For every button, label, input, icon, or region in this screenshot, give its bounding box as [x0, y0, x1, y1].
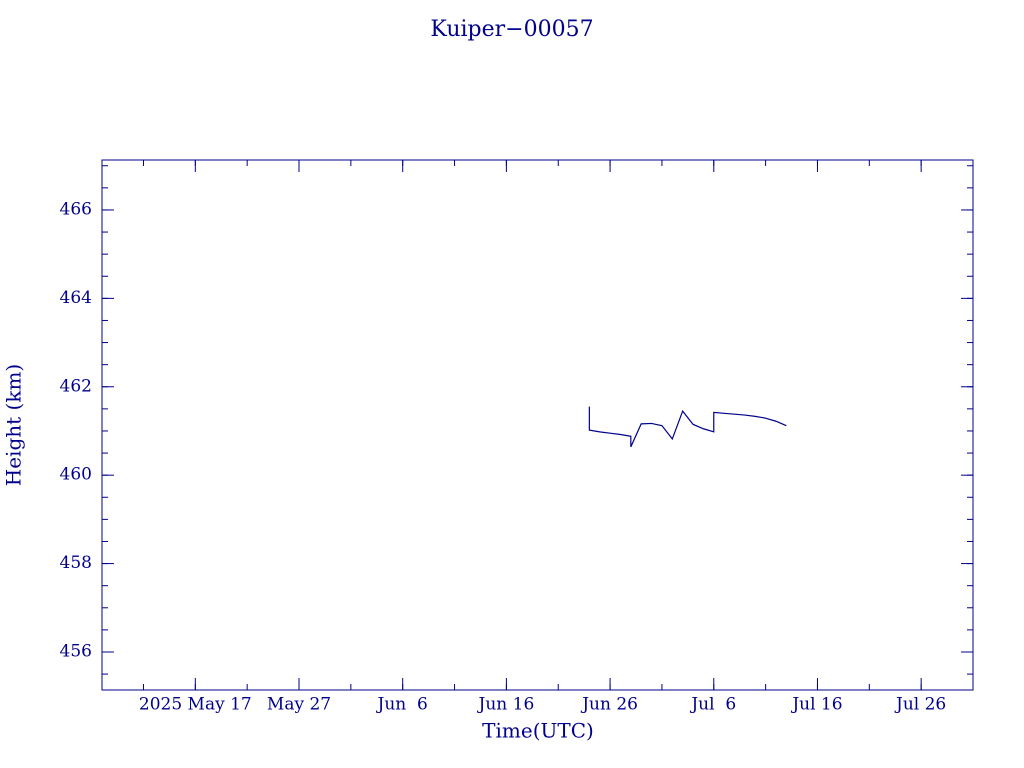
- x-tick-label: May 27: [267, 695, 331, 715]
- y-tick-label: 456: [60, 641, 92, 661]
- data-line: [588, 406, 787, 448]
- y-tick-label: 458: [60, 553, 92, 573]
- y-tick-label: 464: [60, 288, 92, 308]
- y-tick-label: 462: [60, 376, 92, 396]
- x-tick-label: 2025 May 17: [139, 695, 252, 715]
- x-tick-label: Jun 6: [376, 695, 428, 715]
- y-tick-label: 466: [60, 199, 92, 219]
- x-tick-label: Jun 26: [580, 695, 638, 715]
- x-tick-label: Jul 16: [790, 695, 842, 715]
- x-tick-label: Jun 16: [477, 695, 535, 715]
- y-tick-label: 460: [60, 465, 92, 485]
- x-axis-label: Time(UTC): [482, 719, 594, 743]
- y-axis-label: Height (km): [2, 364, 26, 486]
- chart-title: Kuiper−00057: [430, 17, 593, 42]
- plot-frame: [101, 159, 974, 691]
- x-tick-label: Jul 6: [689, 695, 736, 715]
- x-tick-label: Jul 26: [894, 695, 946, 715]
